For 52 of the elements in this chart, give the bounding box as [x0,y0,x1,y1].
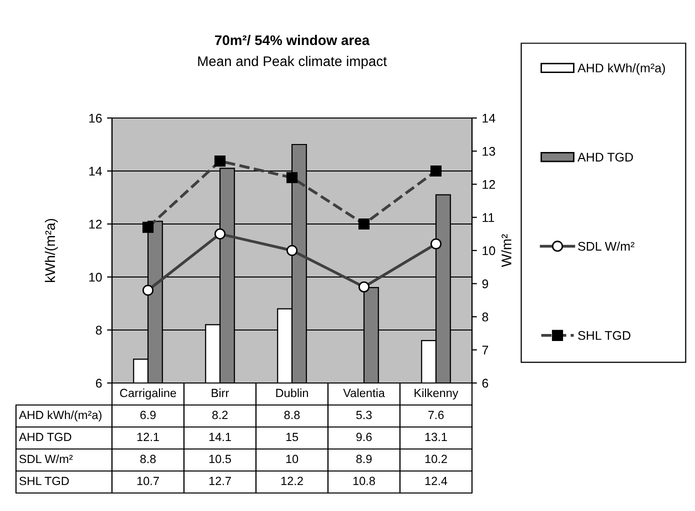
data-label: 10.2 [425,454,447,464]
legend-label: SDL W/m² [578,242,634,251]
y2-tick-label: 8 [482,312,488,322]
y2-tick-label: 11 [482,213,494,222]
legend-label: AHD kWh/(m²a) [578,63,665,75]
text: SDL W/m² [19,454,73,464]
data-label: 12.7 [209,476,231,486]
y-tick-label: 8 [96,326,102,335]
x-tick-label: Carrigaline [120,388,176,400]
y2-tick-label: 6 [482,378,488,388]
x-tick-label: Dublin [276,388,308,398]
data-label: 7.6 [428,410,444,420]
y-tick-label: 10 [89,272,102,282]
data-label: 13.1 [425,432,447,442]
x-tick-label: Birr [212,388,229,398]
chart-title: 70m²/ 54% window area [215,34,370,46]
y2-tick-label: 9 [482,279,488,288]
y-axis-title: kWh/(m²a) [44,218,58,282]
data-label: 12.1 [137,432,159,442]
data-label: 8.8 [140,454,156,464]
data-label: 8.8 [284,410,300,420]
x-tick-label: Valentia [343,388,385,398]
y-tick-label: 12 [89,220,102,229]
y2-tick-label: 14 [482,114,496,123]
data-label: 10.7 [137,476,159,486]
x-tick-label: Kilkenny [414,388,458,400]
data-label: 10.5 [209,454,231,464]
y2-axis-title: W/m² [501,234,512,268]
y-tick-label: 16 [89,114,102,123]
text: SHL TGD [19,476,69,486]
data-label: 6.9 [140,410,156,420]
data-label: 14.1 [209,432,231,442]
text: AHD kWh/(m²a) [18,410,102,422]
data-label: 8.2 [212,410,228,420]
data-label: 10 [286,454,298,464]
data-label: 9.6 [356,432,372,442]
data-label: 10.8 [353,476,375,486]
text: AHD TGD [18,432,72,442]
data-label: 12.4 [425,476,448,486]
y-tick-label: 6 [96,378,102,388]
legend-label: SHL TGD [578,331,630,340]
data-label: 8.9 [356,454,372,464]
y2-tick-label: 10 [482,246,496,256]
legend-label: AHD TGD [578,152,633,162]
y2-tick-label: 7 [482,346,488,354]
text: 5.3 [356,410,372,420]
y2-tick-label: 12 [482,180,495,189]
y2-tick-label: 13 [482,146,496,156]
chart-subtitle: Mean and Peak climate impact [198,56,387,69]
y-tick-label: 14 [89,166,102,176]
data-label: 15 [286,432,298,442]
data-label: 12.2 [281,476,303,486]
